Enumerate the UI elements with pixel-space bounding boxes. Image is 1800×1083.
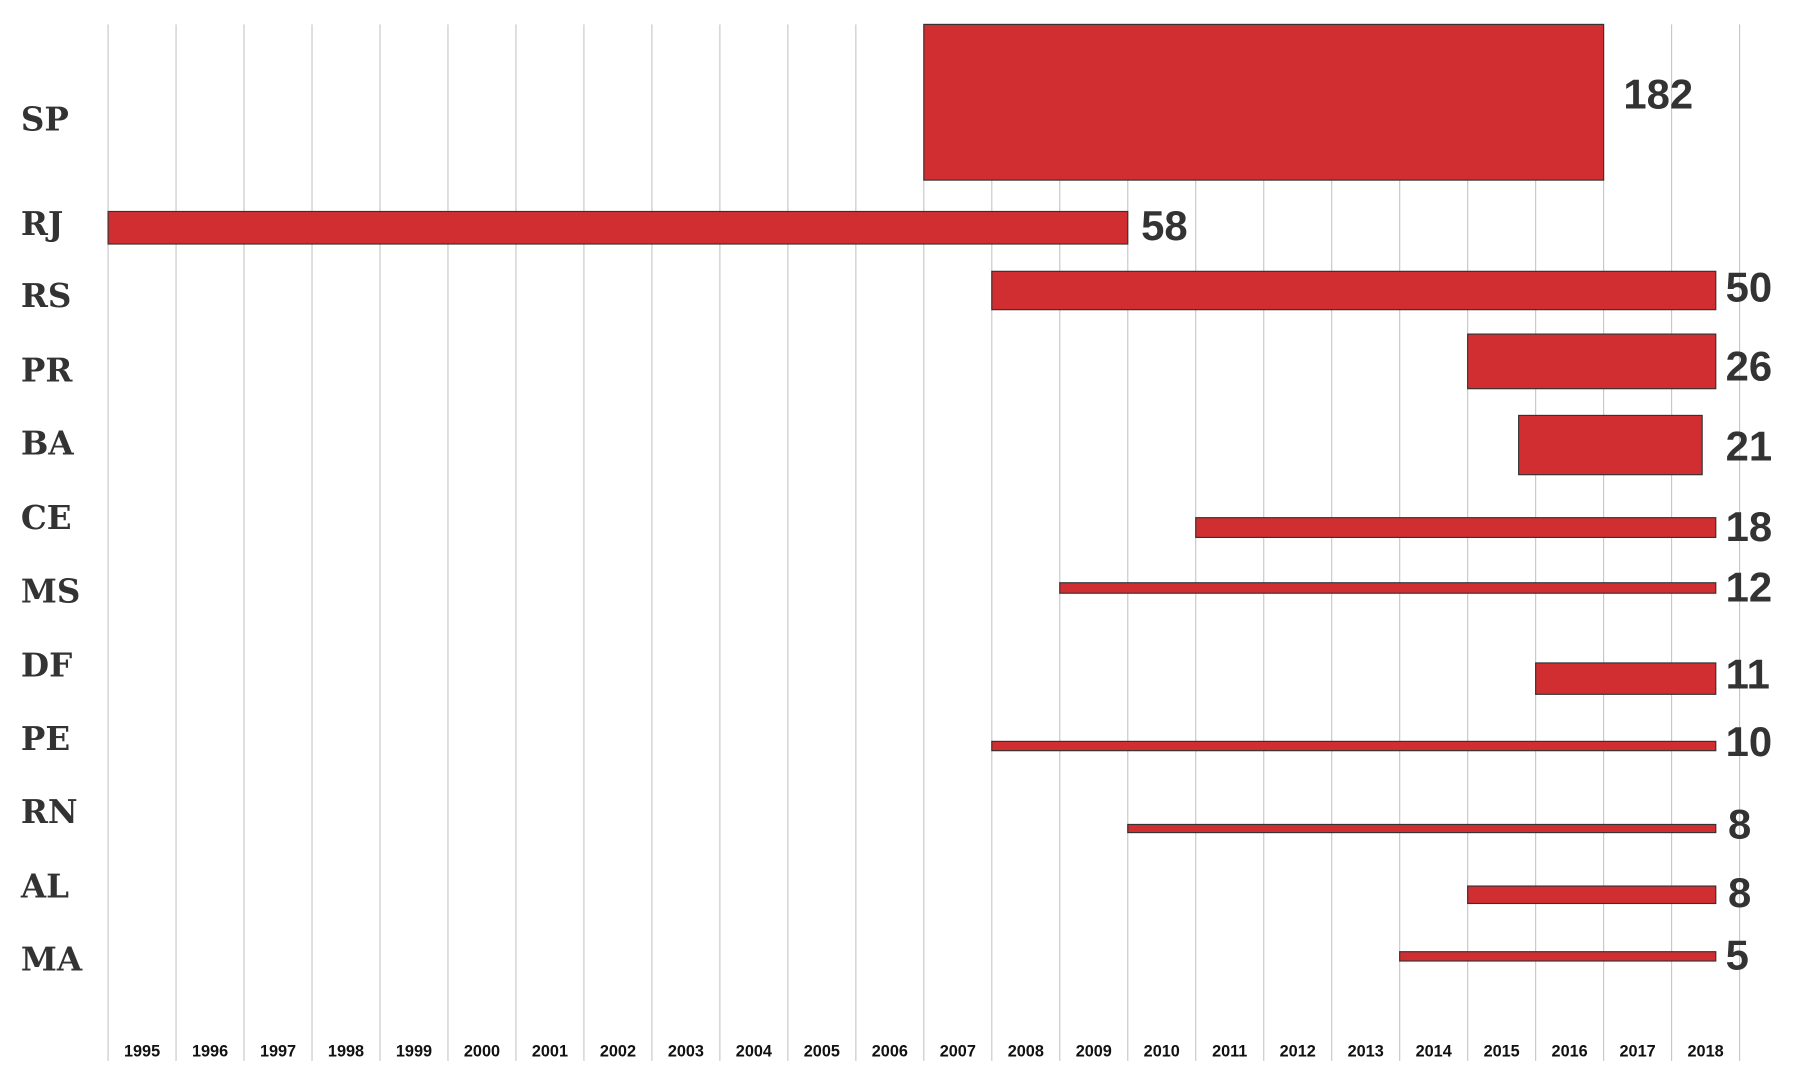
x-tick-label: 2009 <box>1076 1042 1112 1060</box>
row-labels: SP RJ RS PR BA CE MS DF PE RN AL MA <box>20 100 83 979</box>
bar-pe <box>991 740 1717 752</box>
x-tick-label: 2015 <box>1484 1042 1520 1060</box>
x-tick-label: 2000 <box>464 1042 500 1060</box>
bar-pr <box>1467 333 1717 390</box>
x-tick-label: 2003 <box>668 1042 704 1060</box>
value-label: 182 <box>1623 71 1693 118</box>
x-tick-label: 2001 <box>532 1042 568 1060</box>
value-label: 26 <box>1726 343 1773 390</box>
bar-al <box>1467 885 1717 905</box>
value-label: 5 <box>1726 932 1749 979</box>
row-label: MS <box>21 571 80 610</box>
bar-df <box>1535 662 1717 695</box>
x-tick-label: 2017 <box>1620 1042 1656 1060</box>
value-label: 21 <box>1726 423 1773 470</box>
row-label: RN <box>21 792 78 831</box>
x-tick-label: 2014 <box>1416 1042 1452 1060</box>
x-tick-label: 2006 <box>872 1042 908 1060</box>
x-tick-label: 2018 <box>1688 1042 1724 1060</box>
x-tick-label: 2004 <box>736 1042 772 1060</box>
x-tick-label: 1999 <box>396 1042 432 1060</box>
bars <box>107 23 1717 962</box>
x-tick-label: 2013 <box>1348 1042 1384 1060</box>
row-label: SP <box>21 100 69 139</box>
x-tick-label: 2012 <box>1280 1042 1316 1060</box>
value-label: 8 <box>1728 800 1751 847</box>
value-label: 8 <box>1728 869 1751 916</box>
bar-ms <box>1059 582 1717 594</box>
x-tick-label: 2010 <box>1144 1042 1180 1060</box>
x-tick-labels: 1995 1996 1997 1998 1999 2000 2001 2002 2003 2004… <box>124 1042 1724 1060</box>
x-tick-label: 2002 <box>600 1042 636 1060</box>
bar-ma <box>1399 951 1717 962</box>
value-label: 11 <box>1726 651 1770 698</box>
bar-rs <box>991 270 1717 311</box>
value-label: 18 <box>1726 503 1773 550</box>
bar-ba <box>1518 414 1703 476</box>
row-label: BA <box>21 424 74 463</box>
value-label: 58 <box>1141 202 1188 249</box>
row-label: AL <box>20 866 69 905</box>
x-tick-label: 2011 <box>1212 1042 1247 1060</box>
value-label: 12 <box>1726 563 1773 610</box>
row-label: DF <box>21 646 72 685</box>
value-label: 10 <box>1726 718 1773 765</box>
x-tick-label: 2007 <box>940 1042 976 1060</box>
x-tick-label: 1998 <box>328 1042 364 1060</box>
x-tick-label: 1995 <box>124 1042 160 1060</box>
bar-rn <box>1127 823 1717 834</box>
bar-rj <box>107 210 1129 245</box>
value-label: 50 <box>1726 264 1773 311</box>
row-label: RJ <box>21 204 63 243</box>
x-tick-label: 2016 <box>1552 1042 1588 1060</box>
x-tick-label: 2008 <box>1008 1042 1044 1060</box>
bar-sp <box>923 23 1605 181</box>
row-label: PR <box>21 351 73 390</box>
x-tick-label: 2005 <box>804 1042 840 1060</box>
value-labels: 182 58 50 26 21 18 12 11 10 8 8 5 <box>1141 71 1772 979</box>
row-label: RS <box>21 276 72 315</box>
x-tick-label: 1996 <box>192 1042 228 1060</box>
row-label: CE <box>21 498 72 537</box>
x-tick-label: 1997 <box>260 1042 296 1060</box>
row-label: MA <box>21 940 83 979</box>
bar-ce <box>1195 517 1717 539</box>
row-label: PE <box>21 719 70 758</box>
